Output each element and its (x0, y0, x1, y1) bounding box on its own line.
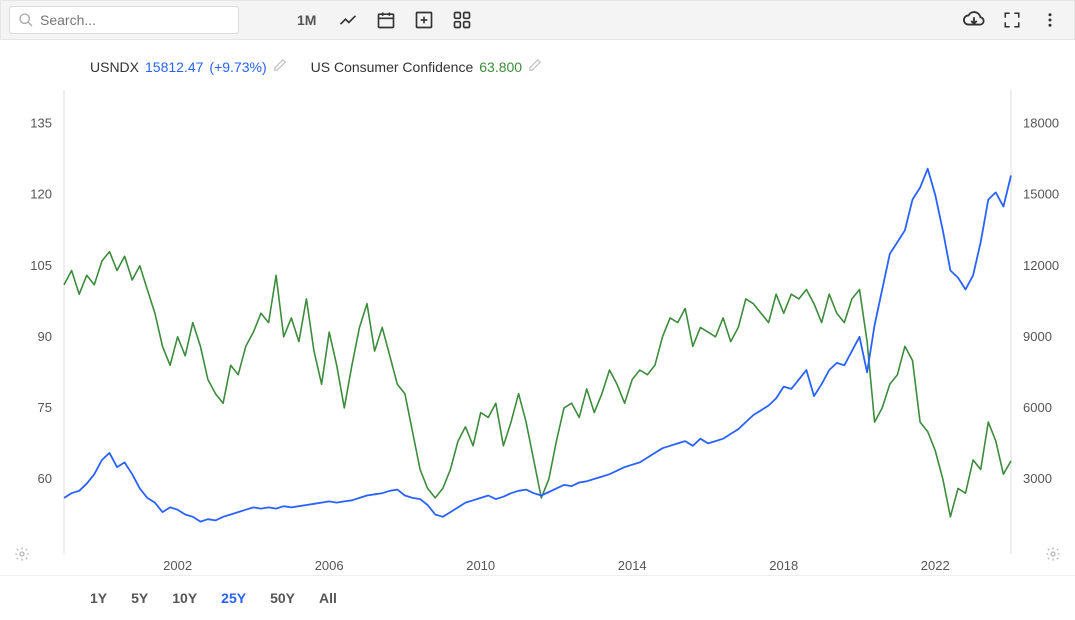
interval-button[interactable]: 1M (287, 6, 326, 34)
svg-text:3000: 3000 (1023, 471, 1052, 486)
svg-text:2002: 2002 (163, 558, 192, 573)
svg-text:9000: 9000 (1023, 329, 1052, 344)
download-button[interactable] (958, 6, 990, 34)
svg-text:6000: 6000 (1023, 400, 1052, 415)
date-range-button[interactable] (370, 6, 402, 34)
legend-series-2-value: 63.800 (479, 59, 522, 75)
search-icon (18, 12, 34, 28)
legend-series-1-symbol: USNDX (90, 59, 139, 75)
svg-text:2014: 2014 (618, 558, 647, 573)
range-btn-25y[interactable]: 25Y (211, 586, 256, 610)
gear-icon (14, 546, 30, 562)
chart-canvas[interactable]: 60 75 90 105 120 135 3000 6000 9000 12000 15000 180… (0, 40, 1075, 575)
settings-left-button[interactable] (14, 546, 30, 567)
range-btn-1y[interactable]: 1Y (80, 586, 117, 610)
more-vertical-icon (1041, 11, 1059, 29)
legend-series-1-value: 15812.47 (145, 59, 203, 75)
gear-icon (1045, 546, 1061, 562)
svg-text:2010: 2010 (466, 558, 495, 573)
chart-area[interactable]: USNDX 15812.47 (+9.73%) US Consumer Conf… (0, 40, 1075, 575)
svg-text:75: 75 (38, 400, 52, 415)
svg-text:105: 105 (30, 258, 52, 273)
svg-text:2022: 2022 (921, 558, 950, 573)
svg-text:2006: 2006 (315, 558, 344, 573)
calendar-icon (376, 10, 396, 30)
svg-text:18000: 18000 (1023, 116, 1059, 131)
add-button[interactable] (408, 6, 440, 34)
edit-series-1-button[interactable] (273, 58, 287, 75)
legend-series-1-change: (+9.73%) (209, 59, 266, 75)
search-box[interactable] (9, 6, 239, 34)
chart-legend: USNDX 15812.47 (+9.73%) US Consumer Conf… (90, 58, 542, 75)
pencil-icon (273, 58, 287, 72)
svg-text:12000: 12000 (1023, 258, 1059, 273)
line-chart-icon (338, 10, 358, 30)
settings-right-button[interactable] (1045, 546, 1061, 567)
chart-type-button[interactable] (332, 6, 364, 34)
range-btn-all[interactable]: All (309, 586, 347, 610)
fullscreen-icon (1003, 11, 1021, 29)
pencil-icon (528, 58, 542, 72)
range-btn-50y[interactable]: 50Y (260, 586, 305, 610)
range-btn-10y[interactable]: 10Y (162, 586, 207, 610)
legend-series-2[interactable]: US Consumer Confidence 63.800 (311, 58, 542, 75)
add-icon (414, 10, 434, 30)
svg-text:2018: 2018 (769, 558, 798, 573)
svg-text:90: 90 (38, 329, 52, 344)
search-input[interactable] (40, 12, 230, 28)
fullscreen-button[interactable] (996, 6, 1028, 34)
legend-series-2-label: US Consumer Confidence (311, 59, 474, 75)
time-range-bar: 1Y5Y10Y25Y50YAll (0, 575, 1075, 619)
cloud-download-icon (963, 9, 985, 31)
layout-grid-icon (452, 10, 472, 30)
edit-series-2-button[interactable] (528, 58, 542, 75)
toolbar: 1M (0, 0, 1075, 40)
legend-series-1[interactable]: USNDX 15812.47 (+9.73%) (90, 58, 287, 75)
svg-text:60: 60 (38, 471, 52, 486)
svg-text:120: 120 (30, 187, 52, 202)
range-btn-5y[interactable]: 5Y (121, 586, 158, 610)
more-button[interactable] (1034, 6, 1066, 34)
svg-text:135: 135 (30, 116, 52, 131)
layout-button[interactable] (446, 6, 478, 34)
svg-text:15000: 15000 (1023, 187, 1059, 202)
